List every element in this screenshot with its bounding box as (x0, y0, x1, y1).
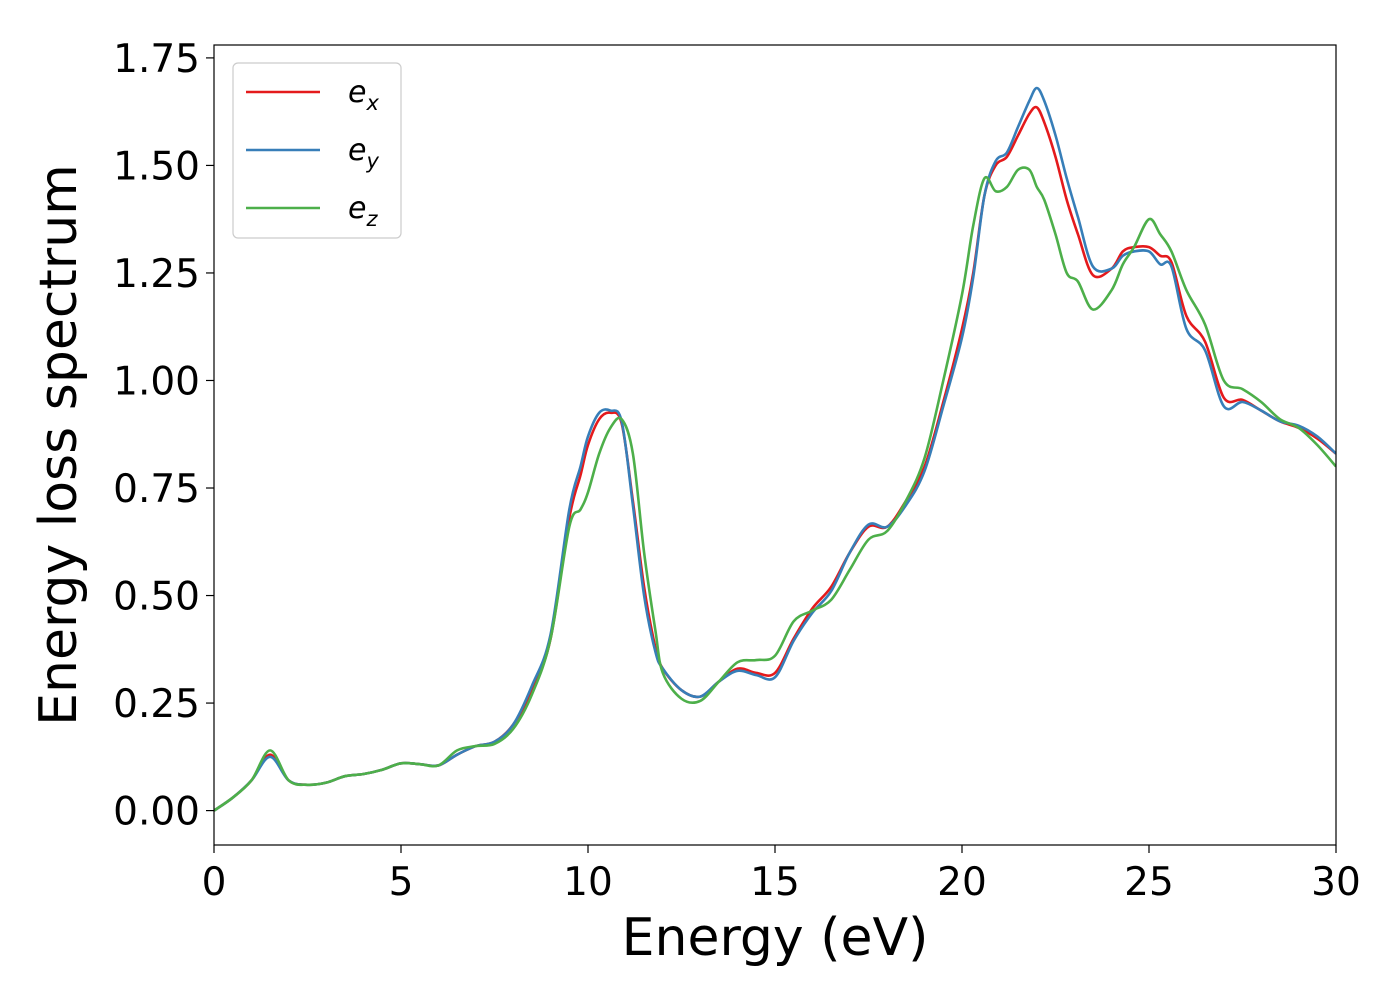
plot-lines (214, 86, 1336, 812)
legend-label-x: ex (348, 75, 379, 115)
x-tick-label: 5 (389, 860, 414, 905)
x-tick-label: 25 (1124, 860, 1174, 905)
legend-label-y: ey (348, 133, 379, 173)
x-tick-label: 10 (563, 860, 613, 905)
y-axis: 0.00 0.25 0.50 0.75 1.00 1.25 1.50 1.75 (113, 37, 214, 835)
x-tick-label: 15 (750, 860, 800, 905)
x-tick-label: 20 (937, 860, 987, 905)
y-tick-label: 0.00 (113, 790, 200, 835)
y-tick-label: 1.25 (113, 252, 200, 297)
x-axis-title: Energy (eV) (622, 908, 929, 968)
y-tick-label: 1.75 (113, 37, 200, 82)
y-axis-title: Energy loss spectrum (29, 164, 89, 726)
legend: ex ey ez (232, 62, 402, 239)
x-tick-label: 0 (202, 860, 227, 905)
y-tick-label: 0.25 (113, 682, 200, 727)
x-axis: 0 5 10 15 20 25 30 (202, 845, 1361, 905)
y-tick-label: 0.50 (113, 575, 200, 620)
y-tick-label: 0.75 (113, 467, 200, 512)
y-tick-label: 1.00 (113, 359, 200, 404)
series-line-z (214, 166, 1336, 812)
x-tick-label: 30 (1311, 860, 1361, 905)
legend-label-z: ez (348, 191, 378, 231)
y-tick-label: 1.50 (113, 144, 200, 189)
